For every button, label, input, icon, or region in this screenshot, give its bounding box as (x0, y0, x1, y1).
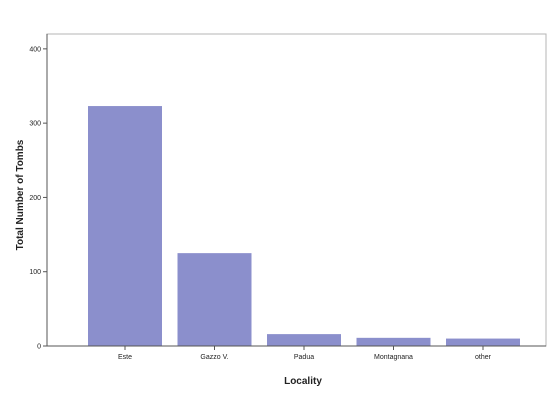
x-tick-label: Este (118, 354, 132, 361)
y-tick-label: 100 (29, 269, 41, 276)
x-tick-label: Montagnana (374, 354, 413, 361)
bars-layer (88, 106, 520, 346)
y-tick-label: 300 (29, 121, 41, 128)
bar-montagnana (356, 337, 431, 346)
x-tick-label: other (475, 354, 492, 361)
bar-gazzo-v (177, 253, 252, 346)
y-tick-label: 0 (37, 344, 41, 351)
y-axis-title: Total Number of Tombs (15, 139, 26, 250)
bar-este (88, 106, 162, 346)
x-tick-label: Padua (294, 354, 314, 361)
bar-padua (267, 334, 341, 346)
x-ticks-layer: Este Gazzo V. Padua Montagnana other (118, 346, 492, 361)
bar-other (446, 338, 520, 346)
x-tick-label: Gazzo V. (200, 354, 228, 361)
y-tick-label: 200 (29, 195, 41, 202)
y-ticks-layer: 0 100 200 300 400 (29, 46, 47, 351)
x-axis-title: Locality (284, 376, 322, 387)
y-tick-label: 400 (29, 46, 41, 53)
